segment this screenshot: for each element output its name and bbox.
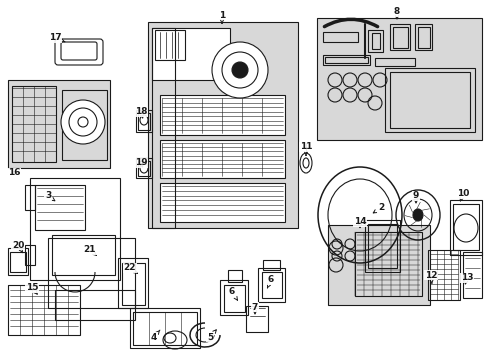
Text: 16: 16 [8,168,20,177]
Bar [152,28,229,80]
Bar [160,140,285,178]
Bar [55,290,135,320]
Text: 20: 20 [12,240,24,253]
Bar [263,260,280,270]
Bar [136,158,152,178]
Text: 7: 7 [251,302,258,314]
Text: 6: 6 [228,288,237,300]
Text: 3: 3 [45,192,55,201]
Text: 15: 15 [26,284,38,294]
Bar [48,238,135,308]
Bar [8,80,110,168]
Bar [417,27,429,48]
Text: 21: 21 [83,246,96,256]
Text: 10: 10 [456,189,468,201]
Bar [160,183,285,222]
Bar [452,204,478,250]
Bar [148,22,297,228]
Bar [414,24,431,50]
Text: 17: 17 [49,33,65,42]
Bar [52,235,115,275]
Bar [133,312,197,345]
Bar [367,224,396,268]
Bar [138,161,150,176]
Bar [371,33,379,49]
Text: 12: 12 [424,270,436,283]
Bar [323,55,369,65]
Bar [392,27,407,48]
Bar [367,30,382,52]
Text: 18: 18 [135,108,147,118]
Bar [323,32,357,42]
Bar [389,24,409,50]
Bar [12,86,56,162]
Bar [35,185,85,230]
Text: 22: 22 [123,264,137,274]
Bar [25,245,35,265]
Text: 8: 8 [393,8,399,19]
Bar [462,252,481,298]
Ellipse shape [222,52,258,88]
Bar [262,272,282,298]
Bar [160,95,285,135]
Bar [258,268,285,302]
Text: 5: 5 [206,330,216,342]
Ellipse shape [61,100,105,144]
Text: 2: 2 [372,203,384,213]
Text: 4: 4 [150,330,160,342]
Bar [122,263,145,305]
Bar [30,178,120,280]
Text: 1: 1 [219,10,224,23]
Bar [118,258,148,308]
Bar [10,252,26,272]
Bar [427,250,459,300]
Text: 14: 14 [353,217,366,228]
Text: 9: 9 [412,192,418,203]
Bar [449,200,481,255]
Bar [327,225,429,305]
Bar [354,232,421,296]
Text: 11: 11 [299,143,312,155]
Ellipse shape [412,209,422,221]
Bar [384,68,474,132]
Bar [136,110,152,132]
Text: 13: 13 [460,274,472,284]
Bar [8,285,80,335]
Bar [364,220,399,272]
Ellipse shape [231,62,247,78]
Bar [152,28,175,228]
Text: 6: 6 [267,275,274,288]
Text: 19: 19 [134,158,147,167]
Bar [316,18,481,140]
Bar [25,185,35,210]
Bar [130,308,200,348]
Bar [220,280,247,315]
Bar [227,270,242,282]
Bar [245,306,267,332]
Bar [389,72,469,128]
Bar [224,285,244,312]
Bar [138,113,150,130]
Ellipse shape [69,108,97,136]
Ellipse shape [78,117,88,127]
Ellipse shape [212,42,267,98]
Bar [8,248,28,275]
Bar [325,57,367,63]
Bar [374,58,414,66]
Bar [62,90,107,160]
FancyArrowPatch shape [324,19,377,27]
Bar [155,30,184,60]
